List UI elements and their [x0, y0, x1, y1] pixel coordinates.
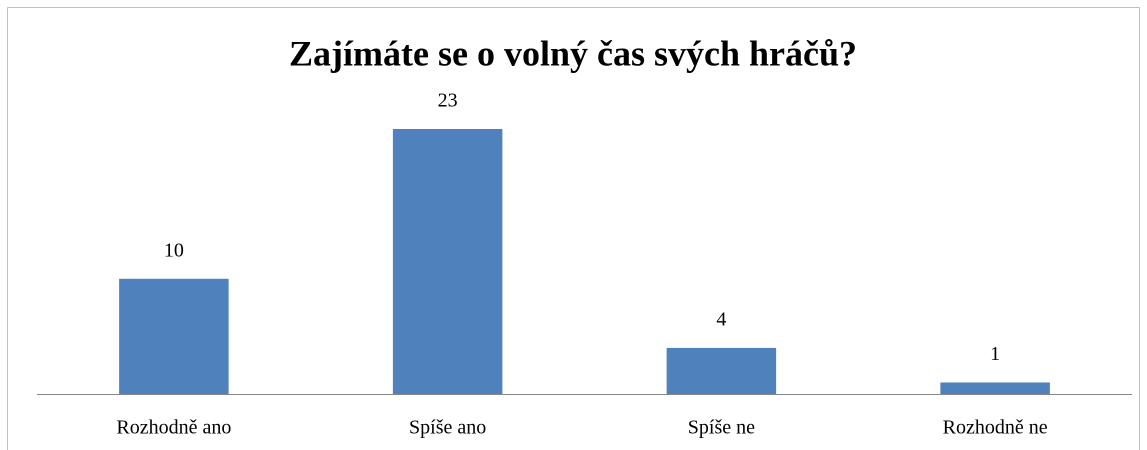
- x-tick-label: Spíše ano: [409, 417, 486, 439]
- x-tick-label: Rozhodně ne: [943, 417, 1048, 439]
- bar: [392, 129, 503, 394]
- bar: [940, 382, 1050, 394]
- data-label: 4: [716, 309, 726, 331]
- data-label: 10: [164, 239, 184, 261]
- data-label: 23: [438, 90, 458, 112]
- bar: [666, 347, 777, 394]
- x-tick-label: Rozhodně ano: [116, 417, 231, 439]
- bar: [119, 278, 229, 394]
- data-label: 1: [990, 343, 1000, 365]
- x-tick-label: Spíše ne: [688, 417, 755, 439]
- chart-title: Zajímáte se o volný čas svých hráčů?: [289, 33, 857, 73]
